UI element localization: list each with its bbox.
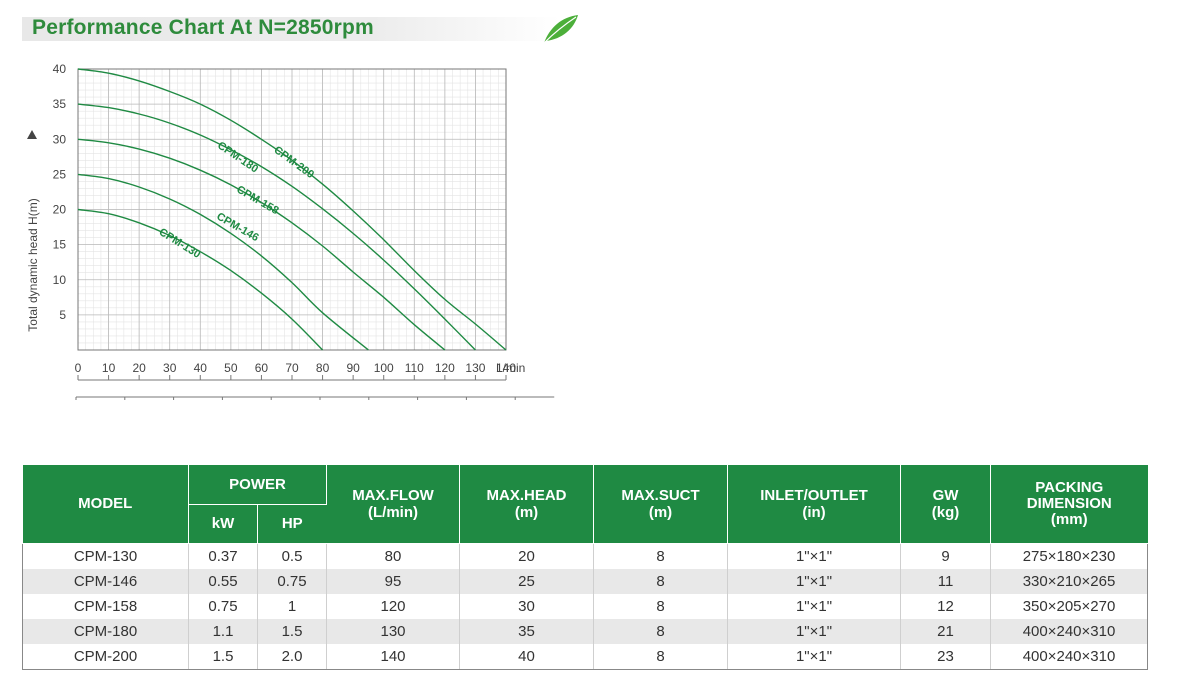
cell-packing: 400×240×310 — [990, 618, 1149, 644]
curve-cpm-200 — [77, 68, 507, 351]
header-power: POWER — [188, 465, 328, 505]
cell-hp: 1.5 — [257, 618, 328, 644]
header-max-head: MAX.HEAD (m) — [459, 465, 595, 544]
cell-packing: 275×180×230 — [990, 543, 1149, 569]
lmin-tick-label: 40 — [194, 361, 208, 375]
table-row: CPM-180 1.1 1.5 130 35 8 1"×1" 21 400×24… — [22, 618, 1149, 644]
header-model: MODEL — [22, 465, 189, 544]
table-row: CPM-200 1.5 2.0 140 40 8 1"×1" 23 400×24… — [22, 643, 1149, 670]
y-tick-label: 35 — [53, 97, 67, 111]
lmin-tick-label: 80 — [316, 361, 330, 375]
cell-hp: 0.5 — [257, 543, 328, 569]
cell-hp: 2.0 — [257, 643, 328, 670]
cell-inlet-outlet: 1"×1" — [727, 618, 902, 644]
lmin-tick-label: 140 — [496, 361, 516, 375]
header-hp: HP — [257, 504, 327, 544]
chart-title: Performance Chart At N=2850rpm — [32, 16, 374, 39]
cell-kw: 1.1 — [188, 618, 258, 644]
cell-inlet-outlet: 1"×1" — [727, 593, 902, 619]
table-row: CPM-130 0.37 0.5 80 20 8 1"×1" 9 275×180… — [22, 543, 1149, 569]
spec-table: MODEL POWER MAX.FLOW (L/min) MAX.HEAD (m… — [22, 465, 1149, 670]
cell-model: CPM-180 — [22, 618, 189, 644]
cell-gw: 21 — [900, 618, 992, 644]
y-axis-label: Total dynamic head H(m) — [26, 198, 40, 331]
lmin-tick-label: 10 — [102, 361, 116, 375]
curve-cpm-146 — [77, 173, 369, 351]
cell-max-suct: 8 — [593, 643, 729, 670]
cell-max-flow: 120 — [326, 593, 461, 619]
cell-kw: 1.5 — [188, 643, 258, 670]
y-tick-label: 5 — [59, 308, 66, 322]
cell-packing: 350×205×270 — [990, 593, 1149, 619]
header-kw: kW — [188, 504, 258, 544]
header-max-suct: MAX.SUCT (m) — [593, 465, 729, 544]
cell-packing: 400×240×310 — [990, 643, 1149, 670]
cell-gw: 11 — [900, 568, 992, 594]
lmin-unit-label: L/min — [496, 361, 525, 375]
cell-gw: 9 — [900, 543, 992, 569]
cell-max-flow: 95 — [326, 568, 461, 594]
cell-max-suct: 8 — [593, 568, 729, 594]
header-inlet-outlet: INLET/OUTLET (in) — [727, 465, 902, 544]
cell-max-head: 40 — [459, 643, 595, 670]
cell-max-flow: 130 — [326, 618, 461, 644]
lmin-tick-label: 20 — [132, 361, 146, 375]
lmin-tick-label: 120 — [435, 361, 455, 375]
curve-cpm-158 — [77, 138, 446, 351]
lmin-tick-label: 0 — [75, 361, 82, 375]
lmin-tick-label: 60 — [255, 361, 269, 375]
y-tick-label: 40 — [53, 62, 67, 76]
cell-max-head: 25 — [459, 568, 595, 594]
y-tick-label: 10 — [53, 273, 67, 287]
cell-model: CPM-130 — [22, 543, 189, 569]
cell-max-head: 20 — [459, 543, 595, 569]
cell-inlet-outlet: 1"×1" — [727, 568, 902, 594]
cell-model: CPM-146 — [22, 568, 189, 594]
cell-max-suct: 8 — [593, 593, 729, 619]
header-packing-dimension: PACKING DIMENSION (mm) — [990, 465, 1148, 544]
cell-max-flow: 140 — [326, 643, 461, 670]
lmin-tick-label: 100 — [374, 361, 394, 375]
y-tick-label: 20 — [53, 203, 67, 217]
y-tick-label: 15 — [53, 238, 67, 252]
cell-gw: 12 — [900, 593, 992, 619]
cell-max-head: 35 — [459, 618, 595, 644]
cell-hp: 1 — [257, 593, 328, 619]
y-tick-label: 25 — [53, 167, 67, 181]
cell-hp: 0.75 — [257, 568, 328, 594]
curve-cpm-130 — [77, 208, 324, 351]
header-bar — [22, 17, 560, 41]
cell-max-suct: 8 — [593, 618, 729, 644]
lmin-tick-label: 110 — [405, 361, 424, 375]
lmin-tick-label: 130 — [465, 361, 485, 375]
chart-header: Performance Chart At N=2850rpm — [22, 13, 582, 45]
cell-model: CPM-158 — [22, 593, 189, 619]
performance-chart: 40 35 30 25 20 15 10 5 Total dynamic head H(m) 0 1… — [26, 62, 555, 400]
y-tick-label: 30 — [53, 132, 67, 146]
cell-max-flow: 80 — [326, 543, 461, 569]
lmin-tick-label: 90 — [346, 361, 360, 375]
table-row: CPM-146 0.55 0.75 95 25 8 1"×1" 11 330×2… — [22, 568, 1149, 594]
cell-kw: 0.55 — [188, 568, 258, 594]
header-gw: GW (kg) — [900, 465, 992, 544]
y-axis-arrow-icon — [27, 130, 37, 139]
cell-max-head: 30 — [459, 593, 595, 619]
leaf-icon — [543, 15, 578, 44]
curve-cpm-180 — [77, 103, 476, 351]
table-row: CPM-158 0.75 1 120 30 8 1"×1" 12 350×205… — [22, 593, 1149, 619]
cell-gw: 23 — [900, 643, 992, 670]
cell-kw: 0.37 — [188, 543, 258, 569]
lmin-tick-label: 30 — [163, 361, 177, 375]
lmin-tick-label: 70 — [285, 361, 299, 375]
cell-packing: 330×210×265 — [990, 568, 1149, 594]
cell-inlet-outlet: 1"×1" — [727, 643, 902, 670]
series-label-cpm-130: CPM-130 — [157, 226, 203, 261]
cell-inlet-outlet: 1"×1" — [727, 543, 902, 569]
header-max-flow: MAX.FLOW (L/min) — [326, 465, 461, 544]
cell-model: CPM-200 — [22, 643, 189, 670]
series-label-cpm-200: CPM-200 — [271, 144, 316, 181]
lmin-tick-label: 50 — [224, 361, 238, 375]
cell-max-suct: 8 — [593, 543, 729, 569]
cell-kw: 0.75 — [188, 593, 258, 619]
